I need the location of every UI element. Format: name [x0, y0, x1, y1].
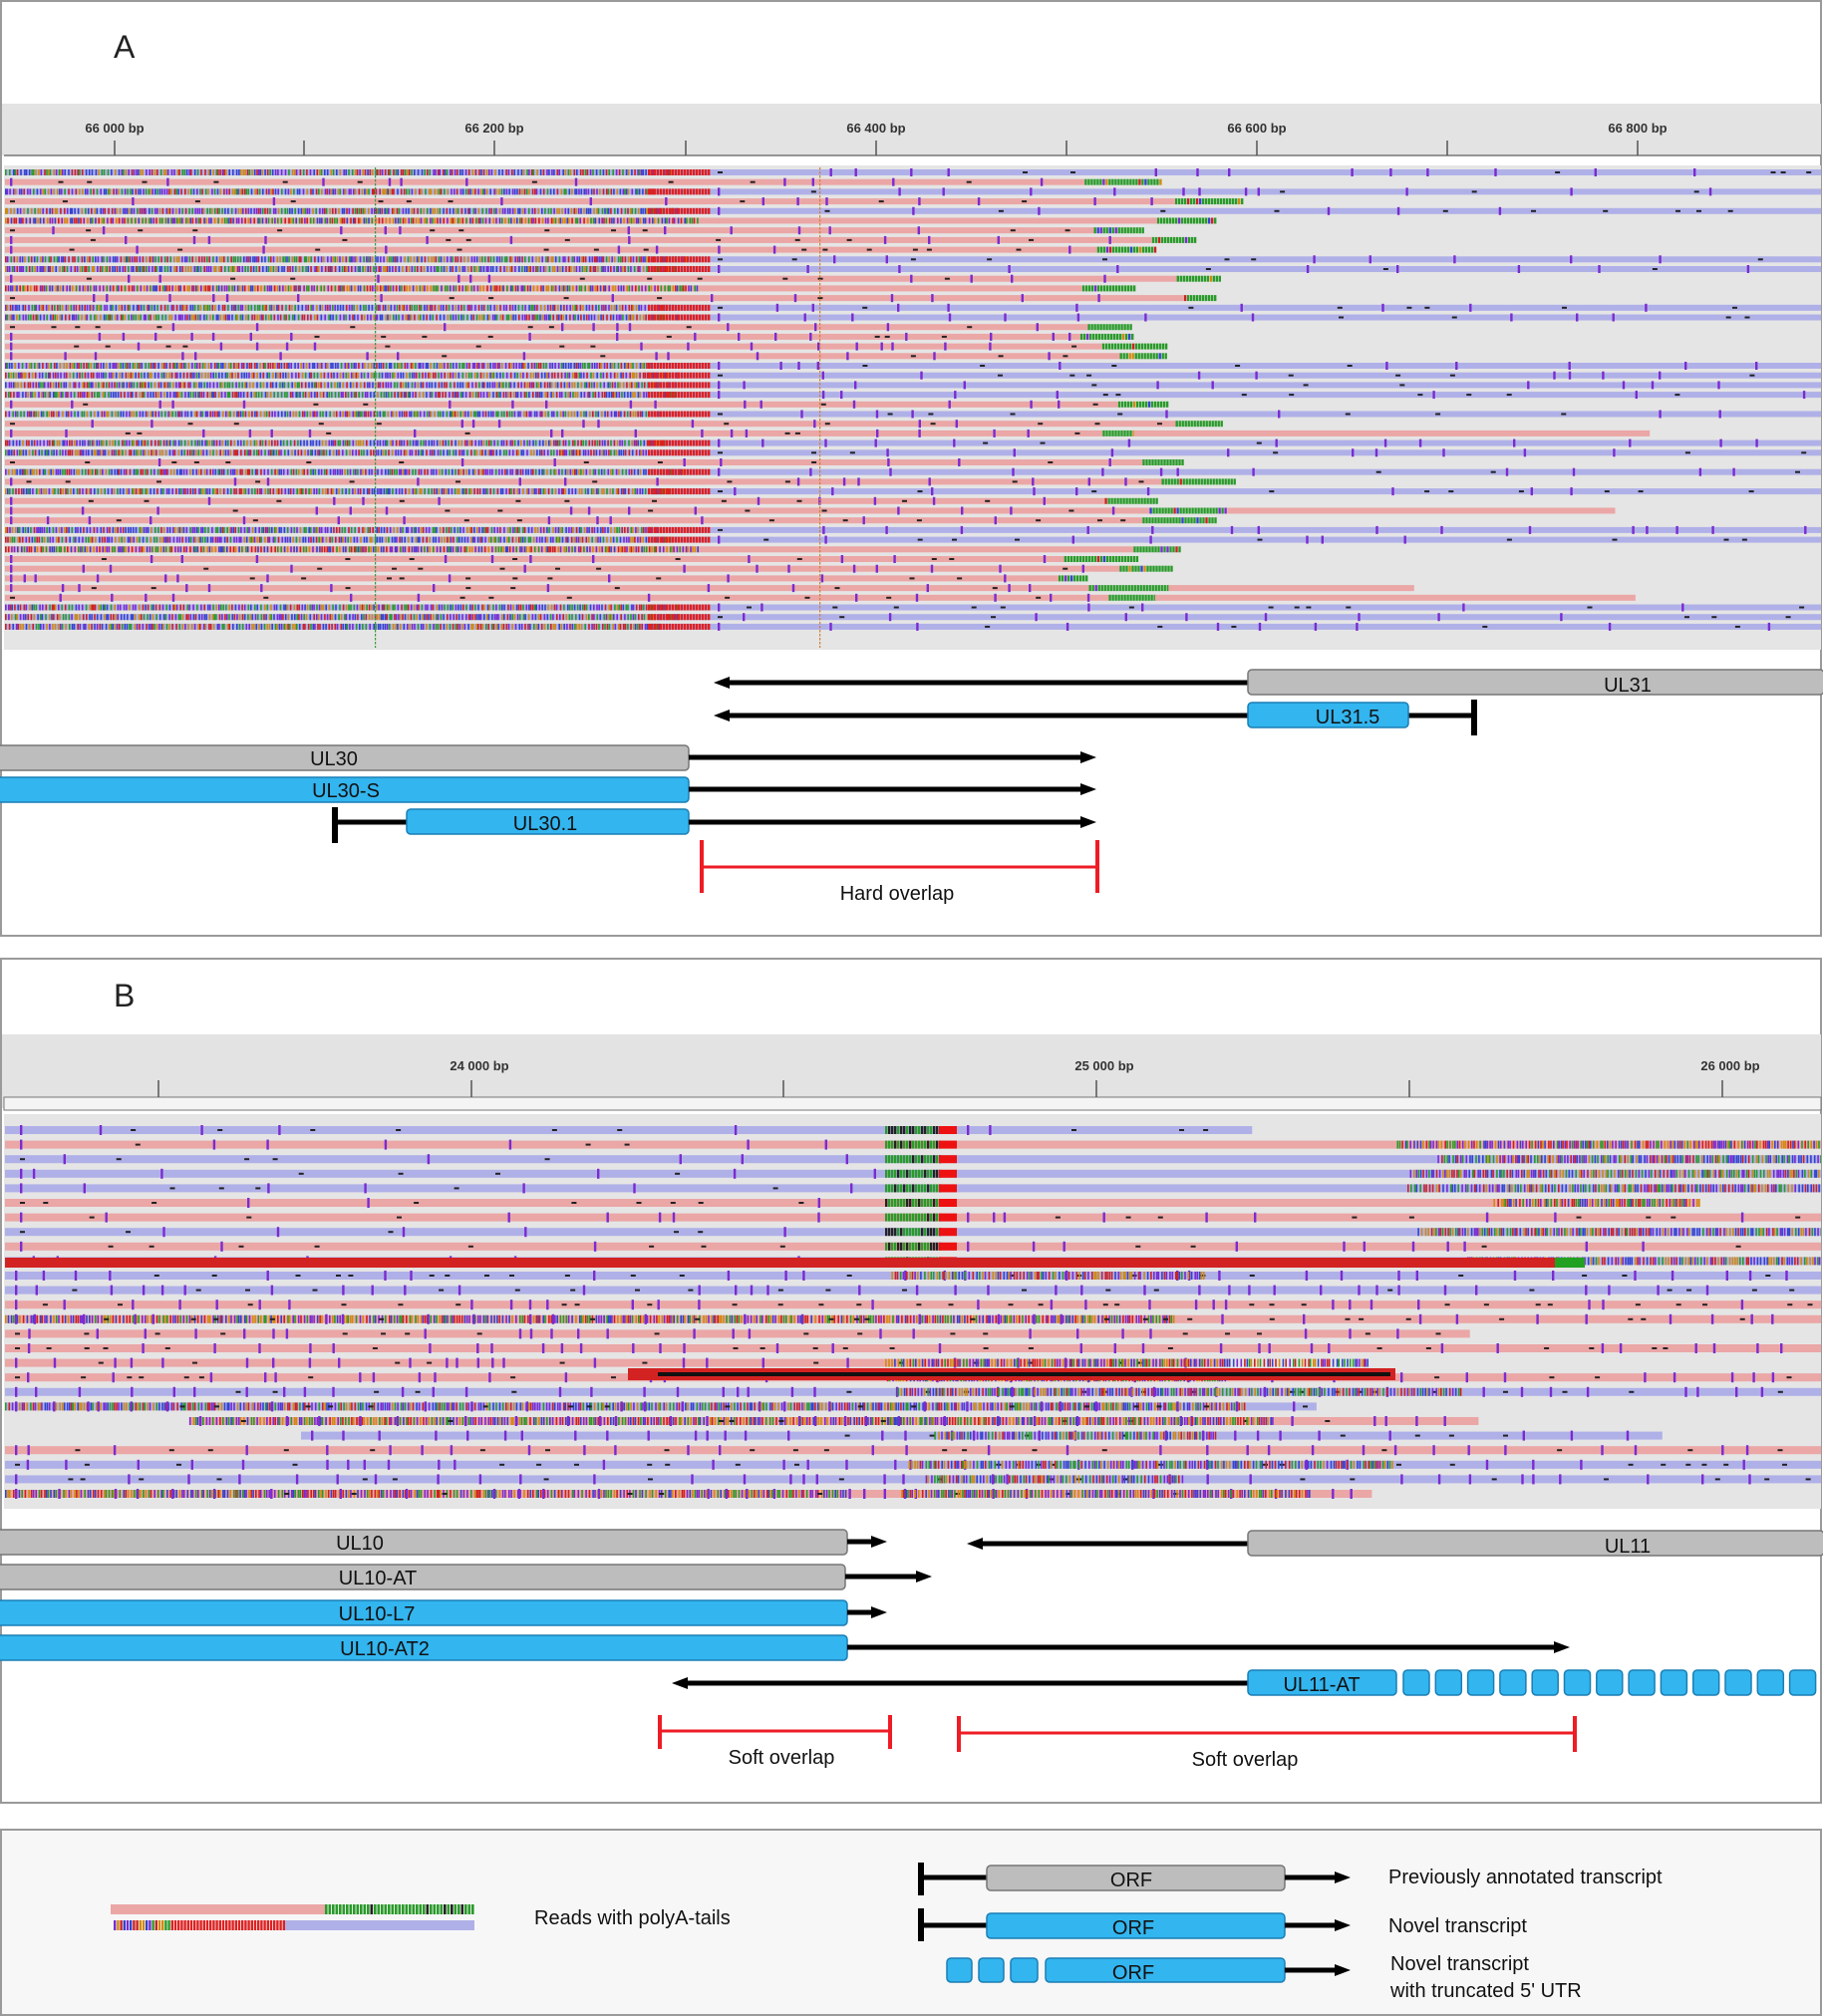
transcript-ul30-1: UL30.1	[332, 807, 1096, 843]
panel-a-ruler	[2, 104, 1821, 155]
panel-a: A 66 000 bp 66 200 bp 66 400 bp 66 600 b…	[0, 0, 1823, 937]
panel-a-tick-4: 66 600 bp	[1227, 121, 1286, 136]
legend-previous: ORF Previously annotated transcript	[918, 1863, 1663, 1895]
panel-a-transcripts: UL31 UL31.5 UL30	[0, 669, 1823, 905]
legend-label-previous: Previously annotated transcript	[1388, 1867, 1663, 1888]
legend-label-novel-truncated: Novel transcript	[1390, 1953, 1529, 1975]
legend-novel: ORF Novel transcript	[918, 1908, 1527, 1941]
overlap-soft-2: Soft overlap	[957, 1716, 1577, 1771]
panel-b-label: B	[114, 978, 135, 1013]
panel-b-tick-1: 24 000 bp	[450, 1058, 508, 1073]
transcript-label-ul11-at: UL11-AT	[1283, 1674, 1360, 1696]
legend-read-sample	[111, 1904, 474, 1930]
transcript-label-ul30-1: UL30.1	[513, 813, 578, 835]
transcript-label-ul10-l7: UL10-L7	[339, 1603, 416, 1625]
legend-orf-label-2: ORF	[1112, 1917, 1154, 1939]
transcript-ul11: UL11	[967, 1530, 1823, 1558]
panel-a-tick-5: 66 800 bp	[1608, 121, 1667, 136]
transcript-ul30: UL30	[0, 744, 1096, 771]
panel-a-tick-1: 66 000 bp	[85, 121, 144, 136]
transcript-label-ul10: UL10	[336, 1533, 384, 1555]
panel-a-tick-3: 66 400 bp	[846, 121, 905, 136]
panel-b-reads	[5, 1125, 1821, 1499]
transcript-label-ul31: UL31	[1604, 675, 1652, 697]
panel-b-tick-2: 25 000 bp	[1074, 1058, 1133, 1073]
legend-label-novel: Novel transcript	[1388, 1915, 1527, 1937]
transcript-label-ul11: UL11	[1605, 1536, 1651, 1558]
panel-b-transcripts: UL10 UL11 UL10-AT UL10-L7	[0, 1529, 1823, 1771]
overlap-label-soft-2: Soft overlap	[1192, 1749, 1299, 1771]
transcript-label-ul10-at: UL10-AT	[339, 1568, 418, 1589]
legend-orf-label-1: ORF	[1110, 1870, 1152, 1891]
panel-a-tick-2: 66 200 bp	[464, 121, 523, 136]
transcript-label-ul31-5: UL31.5	[1316, 707, 1380, 728]
panel-b-tick-3: 26 000 bp	[1700, 1058, 1759, 1073]
legend-novel-truncated: ORF Novel transcript with truncated 5' U…	[946, 1953, 1582, 2002]
panel-b-ruler	[2, 1034, 1821, 1108]
overlap-label-hard: Hard overlap	[840, 883, 955, 905]
transcript-label-ul10-at2: UL10-AT2	[340, 1638, 430, 1660]
transcript-label-ul30-s: UL30-S	[312, 780, 380, 802]
transcript-ul31: UL31	[714, 669, 1823, 697]
overlap-hard: Hard overlap	[700, 840, 1099, 905]
panel-a-label: A	[114, 29, 136, 65]
overlap-label-soft-1: Soft overlap	[729, 1747, 835, 1769]
transcript-ul10-at: UL10-AT	[0, 1564, 932, 1590]
transcript-ul10: UL10	[0, 1529, 887, 1556]
panel-b: B 24 000 bp 25 000 bp 26 000 bp UL10	[0, 958, 1823, 1804]
legend: Reads with polyA-tails ORF Previously an…	[0, 1829, 1822, 2016]
legend-label-novel-truncated-2: with truncated 5' UTR	[1389, 1980, 1582, 2002]
overlap-soft-1: Soft overlap	[658, 1715, 892, 1769]
transcript-label-ul30: UL30	[310, 748, 358, 770]
panel-b-read-track	[4, 1114, 1821, 1509]
legend-reads-label: Reads with polyA-tails	[534, 1907, 731, 1929]
transcript-ul11-at: UL11-AT	[672, 1669, 1817, 1696]
transcript-ul31-5: UL31.5	[714, 700, 1477, 735]
transcript-ul10-at2: UL10-AT2	[0, 1634, 1570, 1661]
panel-a-reads	[5, 167, 1821, 648]
truncated-utr-blocks	[1402, 1669, 1817, 1696]
legend-orf-label-3: ORF	[1112, 1962, 1154, 1984]
transcript-ul10-l7: UL10-L7	[0, 1599, 887, 1626]
transcript-ul30-s: UL30-S	[0, 776, 1096, 803]
